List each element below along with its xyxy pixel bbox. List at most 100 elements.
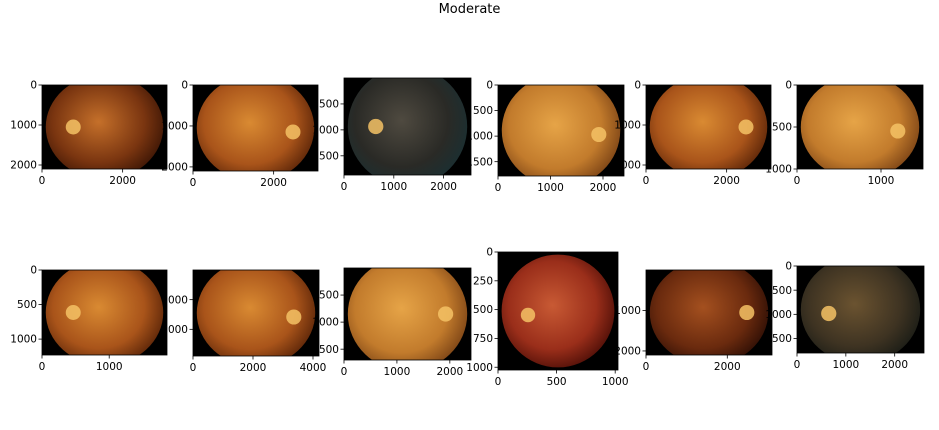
y-tick-label: 1000 xyxy=(312,317,339,329)
x-tick-label: 2000 xyxy=(436,366,463,378)
y-tick-label: 1000 xyxy=(466,362,493,374)
image-panel: 0 1000 0 500 1000 xyxy=(10,265,168,373)
axes-frame xyxy=(41,84,168,170)
y-tick-label: 1000 xyxy=(466,131,493,143)
axes-frame xyxy=(497,251,619,371)
x-tick-label: 1000 xyxy=(537,182,564,194)
optic-disc xyxy=(65,119,81,135)
image-panel: 0 2000 4000 1000 2000 xyxy=(161,269,327,374)
optic-disc xyxy=(286,309,302,325)
x-tick-label: 0 xyxy=(643,361,650,373)
y-tick-label: 0 xyxy=(181,80,188,92)
x-tick-label: 2000 xyxy=(430,181,457,193)
y-tick-label: 500 xyxy=(772,285,792,297)
retina-disc xyxy=(45,85,164,169)
y-tick-label: 2000 xyxy=(161,162,188,174)
axes-frame xyxy=(645,84,772,170)
y-tick-label: 2000 xyxy=(161,324,188,336)
image-panel: 0 1000 2000 500 1000 1500 xyxy=(312,77,472,193)
x-tick-label: 2000 xyxy=(590,182,617,194)
optic-disc xyxy=(739,304,755,321)
axes-frame xyxy=(192,269,320,357)
y-tick-label: 1000 xyxy=(312,124,339,136)
x-tick-label: 2000 xyxy=(109,175,136,187)
x-tick-label: 1000 xyxy=(602,376,629,388)
optic-disc xyxy=(890,123,906,139)
optic-disc xyxy=(437,306,454,322)
y-tick-label: 500 xyxy=(473,304,493,316)
y-tick-label: 1000 xyxy=(10,334,37,346)
y-tick-label: 1500 xyxy=(312,150,339,162)
image-panel: 0 1000 2000 500 1000 1500 xyxy=(312,267,472,378)
y-tick-label: 1000 xyxy=(161,121,188,133)
y-tick-label: 500 xyxy=(772,122,792,134)
y-tick-label: 1000 xyxy=(765,309,792,321)
optic-disc xyxy=(368,118,384,135)
x-tick-label: 0 xyxy=(794,175,801,187)
retina-disc xyxy=(347,268,468,360)
x-tick-label: 0 xyxy=(341,181,348,193)
y-tick-label: 1000 xyxy=(10,120,37,132)
axes-frame xyxy=(192,84,319,172)
x-tick-label: 4000 xyxy=(300,362,327,374)
retina-disc xyxy=(196,270,316,356)
axes-frame xyxy=(41,269,168,356)
axes-frame xyxy=(497,84,625,177)
optic-disc xyxy=(65,305,81,320)
x-tick-label: 1000 xyxy=(96,361,123,373)
x-tick-label: 0 xyxy=(643,175,650,187)
optic-disc xyxy=(591,126,607,143)
x-tick-label: 500 xyxy=(547,376,567,388)
y-tick-label: 2000 xyxy=(614,160,641,172)
x-tick-label: 2000 xyxy=(881,359,908,371)
axes-frame xyxy=(343,77,472,176)
x-tick-label: 0 xyxy=(495,182,502,194)
y-tick-label: 250 xyxy=(473,275,493,287)
retina-disc xyxy=(45,270,164,355)
y-tick-label: 0 xyxy=(30,80,37,92)
y-tick-label: 500 xyxy=(17,299,37,311)
x-tick-label: 2000 xyxy=(260,177,287,189)
optic-disc xyxy=(821,305,837,322)
y-tick-label: 0 xyxy=(486,247,493,259)
y-tick-label: 1500 xyxy=(312,344,339,356)
x-tick-label: 0 xyxy=(794,359,801,371)
y-tick-label: 1000 xyxy=(614,305,641,317)
y-tick-label: 1000 xyxy=(161,294,188,306)
x-tick-label: 0 xyxy=(341,366,348,378)
axes-frame xyxy=(796,265,925,354)
y-tick-label: 500 xyxy=(319,99,339,111)
optic-disc xyxy=(738,119,754,135)
y-tick-label: 0 xyxy=(785,80,792,92)
y-tick-label: 500 xyxy=(319,290,339,302)
y-tick-label: 1000 xyxy=(765,164,792,176)
y-tick-label: 1500 xyxy=(765,333,792,345)
x-tick-label: 2000 xyxy=(713,175,740,187)
retina-disc xyxy=(649,85,768,169)
image-panel: 0 1000 2000 0 500 1000 1500 xyxy=(765,261,925,371)
y-tick-label: 750 xyxy=(473,333,493,345)
x-tick-label: 0 xyxy=(39,361,46,373)
x-tick-label: 0 xyxy=(39,175,46,187)
y-tick-label: 0 xyxy=(30,265,37,277)
x-tick-label: 1000 xyxy=(384,366,411,378)
x-tick-label: 1000 xyxy=(868,175,895,187)
x-tick-label: 2000 xyxy=(240,362,267,374)
optic-disc xyxy=(285,124,301,140)
y-tick-label: 500 xyxy=(473,105,493,117)
y-tick-label: 0 xyxy=(785,261,792,273)
x-tick-label: 2000 xyxy=(714,361,741,373)
x-tick-label: 0 xyxy=(190,177,197,189)
y-tick-label: 0 xyxy=(634,80,641,92)
axes-frame xyxy=(343,267,472,361)
y-tick-label: 1500 xyxy=(466,156,493,168)
retina-disc xyxy=(196,85,315,171)
x-tick-label: 1000 xyxy=(380,181,407,193)
